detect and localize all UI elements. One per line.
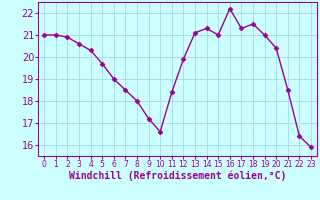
X-axis label: Windchill (Refroidissement éolien,°C): Windchill (Refroidissement éolien,°C) bbox=[69, 171, 286, 181]
